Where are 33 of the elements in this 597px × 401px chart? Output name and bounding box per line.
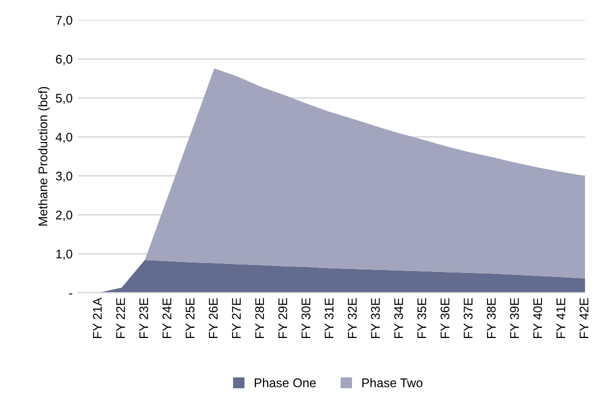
x-tick-label: FY 33E	[371, 298, 380, 338]
x-tick-label: FY 26E	[208, 298, 218, 338]
x-tick-label: FY 23E	[139, 298, 148, 338]
y-tick-label: -	[69, 293, 72, 294]
x-tick-label: FY 39E	[510, 298, 519, 338]
x-tick-label: FY 40E	[533, 298, 542, 338]
x-tick-label: FY 29E	[278, 298, 288, 338]
x-tick-label: FY 22E	[116, 298, 125, 338]
x-tick-label: FY 41E	[556, 298, 566, 338]
y-tick-label: 7,0	[56, 16, 72, 26]
legend-label: Phase One	[254, 378, 316, 388]
y-tick-label: 2,0	[56, 210, 72, 221]
x-tick-label: FY 36E	[440, 298, 450, 338]
y-axis-title: Methane Production (bcf)	[38, 86, 50, 226]
x-tick-label: FY 42E	[580, 298, 588, 338]
x-tick-label: FY 32E	[348, 298, 357, 338]
x-tick-label: FY 31E	[324, 298, 334, 338]
x-tick-label: FY 30E	[302, 298, 310, 338]
y-tick-label: 6,0	[56, 54, 72, 66]
x-tick-label: FY 24E	[162, 298, 172, 338]
y-tick-label: 5,0	[56, 94, 72, 104]
x-tick-label: FY 38E	[486, 298, 496, 338]
x-tick-label: FY 25E	[186, 298, 195, 338]
x-tick-label: FY 34E	[394, 298, 404, 338]
y-tick-label: 4,0	[56, 132, 72, 144]
y-tick-label: 1,0	[56, 250, 72, 260]
legend-label: Phase Two	[362, 378, 422, 388]
x-tick-label: FY 28E	[255, 298, 264, 338]
x-tick-label: FY 37E	[464, 298, 473, 338]
x-tick-label: FY 27E	[232, 298, 241, 338]
x-tick-label: FY 35E	[417, 298, 426, 338]
y-tick-label: 3,0	[56, 172, 72, 182]
x-tick-label: FY 21A	[92, 298, 102, 338]
